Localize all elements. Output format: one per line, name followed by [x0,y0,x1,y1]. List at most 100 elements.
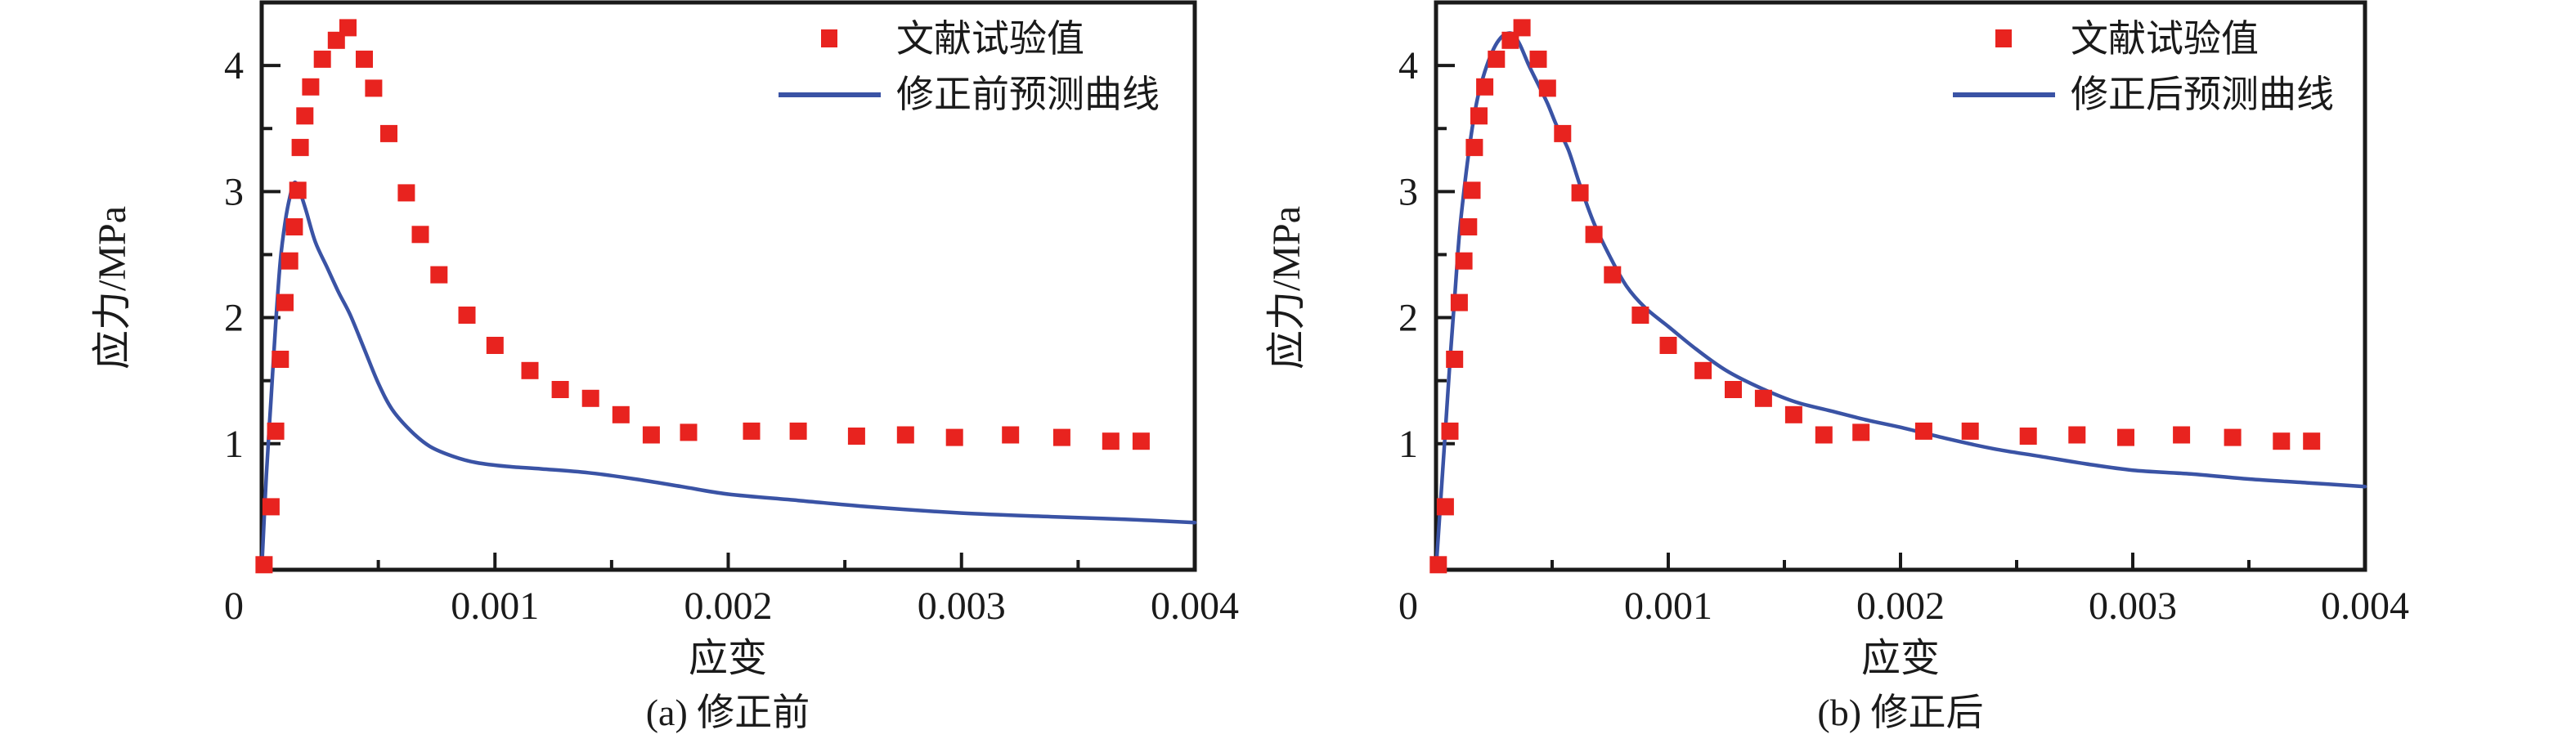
chart-b-legend-line-marker-icon [1953,92,2055,97]
scatter-point [789,422,807,440]
x-tick-label: 0.004 [2321,584,2409,628]
x-tick-label: 0.003 [2089,584,2177,628]
scatter-point [2303,432,2321,450]
scatter-point [1529,50,1547,68]
scatter-point [272,351,289,368]
scatter-point [1132,432,1150,450]
scatter-point [945,428,963,446]
scatter-point [642,426,660,444]
scatter-point [1465,138,1483,156]
x-tick-label: 0.002 [684,584,773,628]
scatter-point [2068,426,2086,444]
scatter-point [313,50,331,68]
chart-a-legend-square-marker-icon [821,29,837,47]
scatter-point [1815,426,1833,444]
scatter-point [430,266,448,284]
x-tick-label: 0.003 [918,584,1006,628]
scatter-point [1460,218,1478,235]
chart-a-y-axis-title: 应力/MPa [91,205,134,370]
scatter-point [267,422,285,440]
chart-b-scatter-series [1429,19,2321,574]
chart-a-legend-line-marker-icon [779,92,881,97]
scatter-point [2019,428,2037,445]
scatter-point [280,252,298,270]
scatter-point [262,498,280,516]
scatter-point [551,381,569,398]
scatter-point [1725,381,1742,398]
scatter-point [291,138,309,156]
scatter-point [1002,426,1020,444]
y-tick-label: 4 [224,44,244,87]
scatter-point [2273,432,2291,450]
scatter-point [743,422,761,440]
scatter-point [1659,337,1677,354]
scatter-point [458,307,476,324]
chart-a-legend-label-prediction: 修正前预测曲线 [896,74,1160,115]
x-tick-label: 0.001 [451,584,539,628]
chart-b-y-axis-title: 应力/MPa [1265,205,1308,370]
scatter-point [296,107,314,125]
chart-a-y-axis: 1 2 3 4 [224,44,280,508]
chart-a: 0 0.001 0.002 0.003 0.004 1 2 3 4 [224,0,1239,628]
chart-b-prediction-curve [1434,31,2367,572]
scatter-point [2224,428,2242,446]
chart-b-x-axis-title: 应变 [1860,637,1940,680]
scatter-point [581,389,599,407]
y-tick-label: 1 [224,423,244,466]
x-tick-label: 0.002 [1856,584,1945,628]
y-tick-label: 2 [224,297,244,340]
scatter-point [1429,556,1447,574]
y-tick-label: 4 [1398,44,1418,87]
scatter-point [1961,422,1979,440]
x-tick-label: 0 [224,584,244,628]
x-tick-label: 0.001 [1624,584,1712,628]
chart-a-prediction-curve [259,180,1197,572]
chart-b-legend-square-marker-icon [1995,29,2012,47]
scatter-point [2173,426,2191,444]
scatter-point [302,78,320,96]
scatter-point [1470,107,1488,125]
scatter-point [339,19,357,37]
chart-b-legend-label-experiment: 文献试验值 [2071,18,2259,60]
chart-a-caption: (a) 修正前 [645,692,810,733]
y-tick-label: 2 [1398,297,1418,340]
scatter-point [1450,293,1468,311]
chart-a-scatter-series [255,19,1150,574]
scatter-point [1754,389,1772,407]
scatter-point [680,423,698,441]
chart-a-legend-label-experiment: 文献试验值 [896,18,1084,60]
scatter-point [356,50,373,68]
scatter-point [1538,79,1556,97]
scatter-point [486,337,504,354]
scatter-point [847,428,865,445]
scatter-point [1784,405,1802,423]
scatter-point [1914,422,1932,440]
scatter-point [255,556,273,574]
y-tick-label: 1 [1398,423,1418,466]
scatter-point [1436,498,1454,516]
scatter-point [365,79,383,97]
scatter-point [1463,181,1481,199]
scatter-point [1052,428,1070,446]
y-tick-label: 3 [224,170,244,213]
scatter-point [1585,226,1603,244]
scatter-point [1446,351,1464,368]
scatter-point [1554,124,1572,142]
scatter-point [289,181,307,199]
chart-a-x-axis: 0 0.001 0.002 0.003 0.004 [224,553,1239,628]
chart-b-x-axis: 0 0.001 0.002 0.003 0.004 [1398,553,2409,628]
chart-b: 0 0.001 0.002 0.003 0.004 1 2 3 4 [1398,0,2409,628]
scatter-point [1488,50,1506,68]
chart-a-x-axis-title: 应变 [688,637,767,680]
scatter-point [1513,19,1531,37]
scatter-point [1604,266,1622,284]
scatter-point [521,361,539,379]
scatter-point [896,426,914,444]
chart-b-frame [1434,0,2367,572]
chart-b-legend-label-prediction: 修正后预测曲线 [2071,74,2334,115]
y-tick-label: 3 [1398,170,1418,213]
scatter-point [1852,423,1870,441]
scatter-point [1102,432,1120,450]
